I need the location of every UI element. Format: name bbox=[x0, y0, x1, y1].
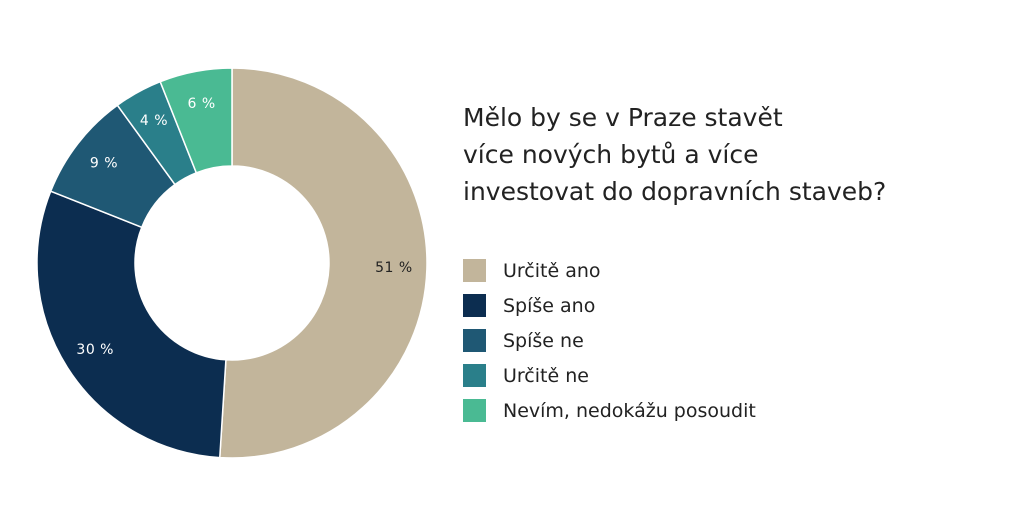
slice-label-spise-ne: 9 % bbox=[90, 156, 118, 172]
donut-chart-svg: 51 % 30 % 9 % 4 % 6 % bbox=[36, 67, 428, 459]
chart-title-line-3: investovat do dopravních staveb? bbox=[463, 177, 887, 206]
legend-label: Určitě ne bbox=[503, 364, 589, 387]
chart-title-line-1: Mělo by se v Praze stavět bbox=[463, 103, 783, 132]
donut-slice-nevim bbox=[159, 67, 233, 174]
legend-swatch bbox=[463, 259, 486, 282]
legend-item-urcite-ne: Určitě ne bbox=[463, 358, 756, 393]
legend: Určitě ano Spíše ano Spíše ne Určitě ne … bbox=[463, 253, 756, 428]
slice-label-nevim: 6 % bbox=[188, 96, 216, 112]
legend-swatch bbox=[463, 364, 486, 387]
legend-item-nevim: Nevím, nedokážu posoudit bbox=[463, 393, 756, 428]
legend-item-spise-ano: Spíše ano bbox=[463, 288, 756, 323]
legend-swatch bbox=[463, 294, 486, 317]
legend-item-urcite-ano: Určitě ano bbox=[463, 253, 756, 288]
slice-label-urcite-ne: 4 % bbox=[140, 113, 168, 129]
donut-slice-spise-ano bbox=[36, 190, 227, 459]
legend-item-spise-ne: Spíše ne bbox=[463, 323, 756, 358]
legend-label: Spíše ano bbox=[503, 294, 596, 317]
legend-label: Nevím, nedokážu posoudit bbox=[503, 399, 756, 422]
legend-label: Určitě ano bbox=[503, 259, 601, 282]
legend-label: Spíše ne bbox=[503, 329, 584, 352]
slice-label-urcite-ano: 51 % bbox=[375, 260, 413, 276]
slice-label-spise-ano: 30 % bbox=[76, 342, 114, 358]
legend-swatch bbox=[463, 329, 486, 352]
legend-swatch bbox=[463, 399, 486, 422]
chart-title-line-2: více nových bytů a více bbox=[463, 140, 759, 169]
donut-slice-urcite-ano bbox=[218, 67, 428, 459]
donut-chart: 51 % 30 % 9 % 4 % 6 % bbox=[0, 0, 470, 529]
chart-title: Mělo by se v Praze stavět více nových by… bbox=[463, 99, 1003, 210]
